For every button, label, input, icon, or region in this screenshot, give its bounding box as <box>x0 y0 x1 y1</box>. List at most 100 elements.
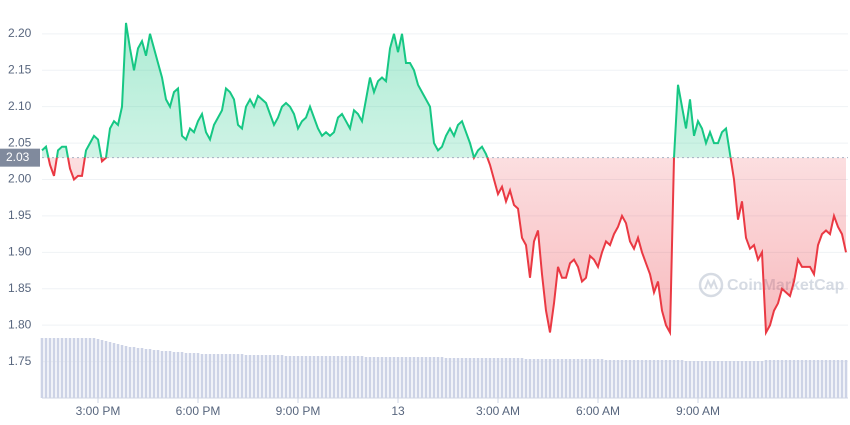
volume-bar <box>96 339 100 398</box>
volume-bar <box>692 361 696 398</box>
volume-bar <box>684 361 688 398</box>
volume-bar <box>164 351 168 398</box>
volume-bar <box>732 361 736 398</box>
volume-bar <box>804 360 808 398</box>
x-tick-label: 3:00 PM <box>76 404 121 418</box>
x-tick-label: 3:00 AM <box>476 404 520 418</box>
volume-bar <box>208 354 212 398</box>
x-tick-label: 6:00 AM <box>576 404 620 418</box>
volume-bar <box>668 360 672 398</box>
volume-bar <box>664 360 668 398</box>
volume-bar <box>828 360 832 398</box>
volume-bar <box>712 361 716 398</box>
axis-layer: 1.75 1.80 1.85 1.90 1.95 2.00 2.05 2.10 2.15 2.20… <box>0 26 848 418</box>
y-tick-label: 1.85 <box>8 281 32 295</box>
volume-bar <box>544 359 548 398</box>
volume-bar <box>728 361 732 398</box>
volume-bar <box>408 357 412 398</box>
volume-bar <box>196 353 200 398</box>
volume-bar <box>772 360 776 398</box>
volume-bar <box>528 359 532 398</box>
volume-bar <box>696 361 700 398</box>
x-tick-label: 6:00 PM <box>176 404 221 418</box>
y-tick-label: 2.00 <box>8 172 32 186</box>
volume-bar <box>568 359 572 398</box>
volume-bar <box>720 361 724 398</box>
volume-bar <box>776 360 780 398</box>
area-down <box>42 157 846 333</box>
volume-bar <box>496 358 500 398</box>
x-tick-label: 13 <box>391 404 405 418</box>
y-tick-label: 1.90 <box>8 245 32 259</box>
volume-bar <box>200 354 204 398</box>
volume-bar <box>364 357 368 398</box>
volume-bar <box>212 354 216 398</box>
volume-bar <box>80 338 84 398</box>
volume-bar <box>216 354 220 398</box>
volume-bar <box>76 338 80 398</box>
volume-bar <box>284 356 288 398</box>
volume-bar <box>788 360 792 398</box>
volume-bar <box>340 356 344 398</box>
volume-bar <box>416 357 420 398</box>
volume-bar <box>252 355 256 398</box>
volume-bar <box>792 360 796 398</box>
volume-bar <box>308 356 312 398</box>
volume-bar <box>60 338 64 398</box>
volume-bar <box>224 354 228 398</box>
volume-bar <box>288 356 292 398</box>
volume-bar <box>360 356 364 398</box>
volume-bar <box>204 354 208 398</box>
volume-bar <box>708 361 712 398</box>
volume-bar <box>316 356 320 398</box>
volume-bar <box>800 360 804 398</box>
volume-bar <box>56 338 60 398</box>
volume-bar <box>448 358 452 398</box>
volume-bar <box>676 360 680 398</box>
volume-bar <box>52 338 56 398</box>
volume-bar <box>192 353 196 398</box>
volume-bar <box>432 357 436 398</box>
volume-bar <box>476 358 480 398</box>
volume-bar <box>260 355 264 398</box>
volume-bar <box>744 361 748 398</box>
volume-bar <box>88 338 92 398</box>
volume-bar <box>136 348 140 398</box>
volume-bar <box>372 357 376 398</box>
volume-bar <box>320 356 324 398</box>
volume-bar <box>388 357 392 398</box>
volume-bar <box>840 360 844 398</box>
volume-bar <box>424 357 428 398</box>
area-up <box>42 22 731 158</box>
volume-bar <box>428 357 432 398</box>
volume-bar <box>836 360 840 398</box>
volume-bar <box>264 355 268 398</box>
volume-bar <box>488 358 492 398</box>
volume-bar <box>244 355 248 398</box>
volume-bar <box>832 360 836 398</box>
volume-bar <box>396 357 400 398</box>
volume-bar <box>280 355 284 398</box>
volume-bar <box>516 358 520 398</box>
volume-bar <box>168 351 172 398</box>
volume-bar <box>348 356 352 398</box>
volume-bar <box>112 343 116 398</box>
volume-bar <box>312 356 316 398</box>
volume-bar <box>328 356 332 398</box>
volume-bar <box>344 356 348 398</box>
volume-bar <box>512 358 516 398</box>
volume-bar <box>632 360 636 398</box>
volume-bar <box>352 356 356 398</box>
x-tick-label: 9:00 AM <box>676 404 720 418</box>
baseline-label: 2.03 <box>6 150 30 164</box>
volume-bar <box>400 357 404 398</box>
volume-bar <box>188 353 192 398</box>
volume-bar <box>500 358 504 398</box>
volume-bar <box>412 357 416 398</box>
volume-bar <box>452 358 456 398</box>
volume-bar <box>556 359 560 398</box>
y-tick-label: 2.15 <box>8 62 32 76</box>
volume-bar <box>724 361 728 398</box>
